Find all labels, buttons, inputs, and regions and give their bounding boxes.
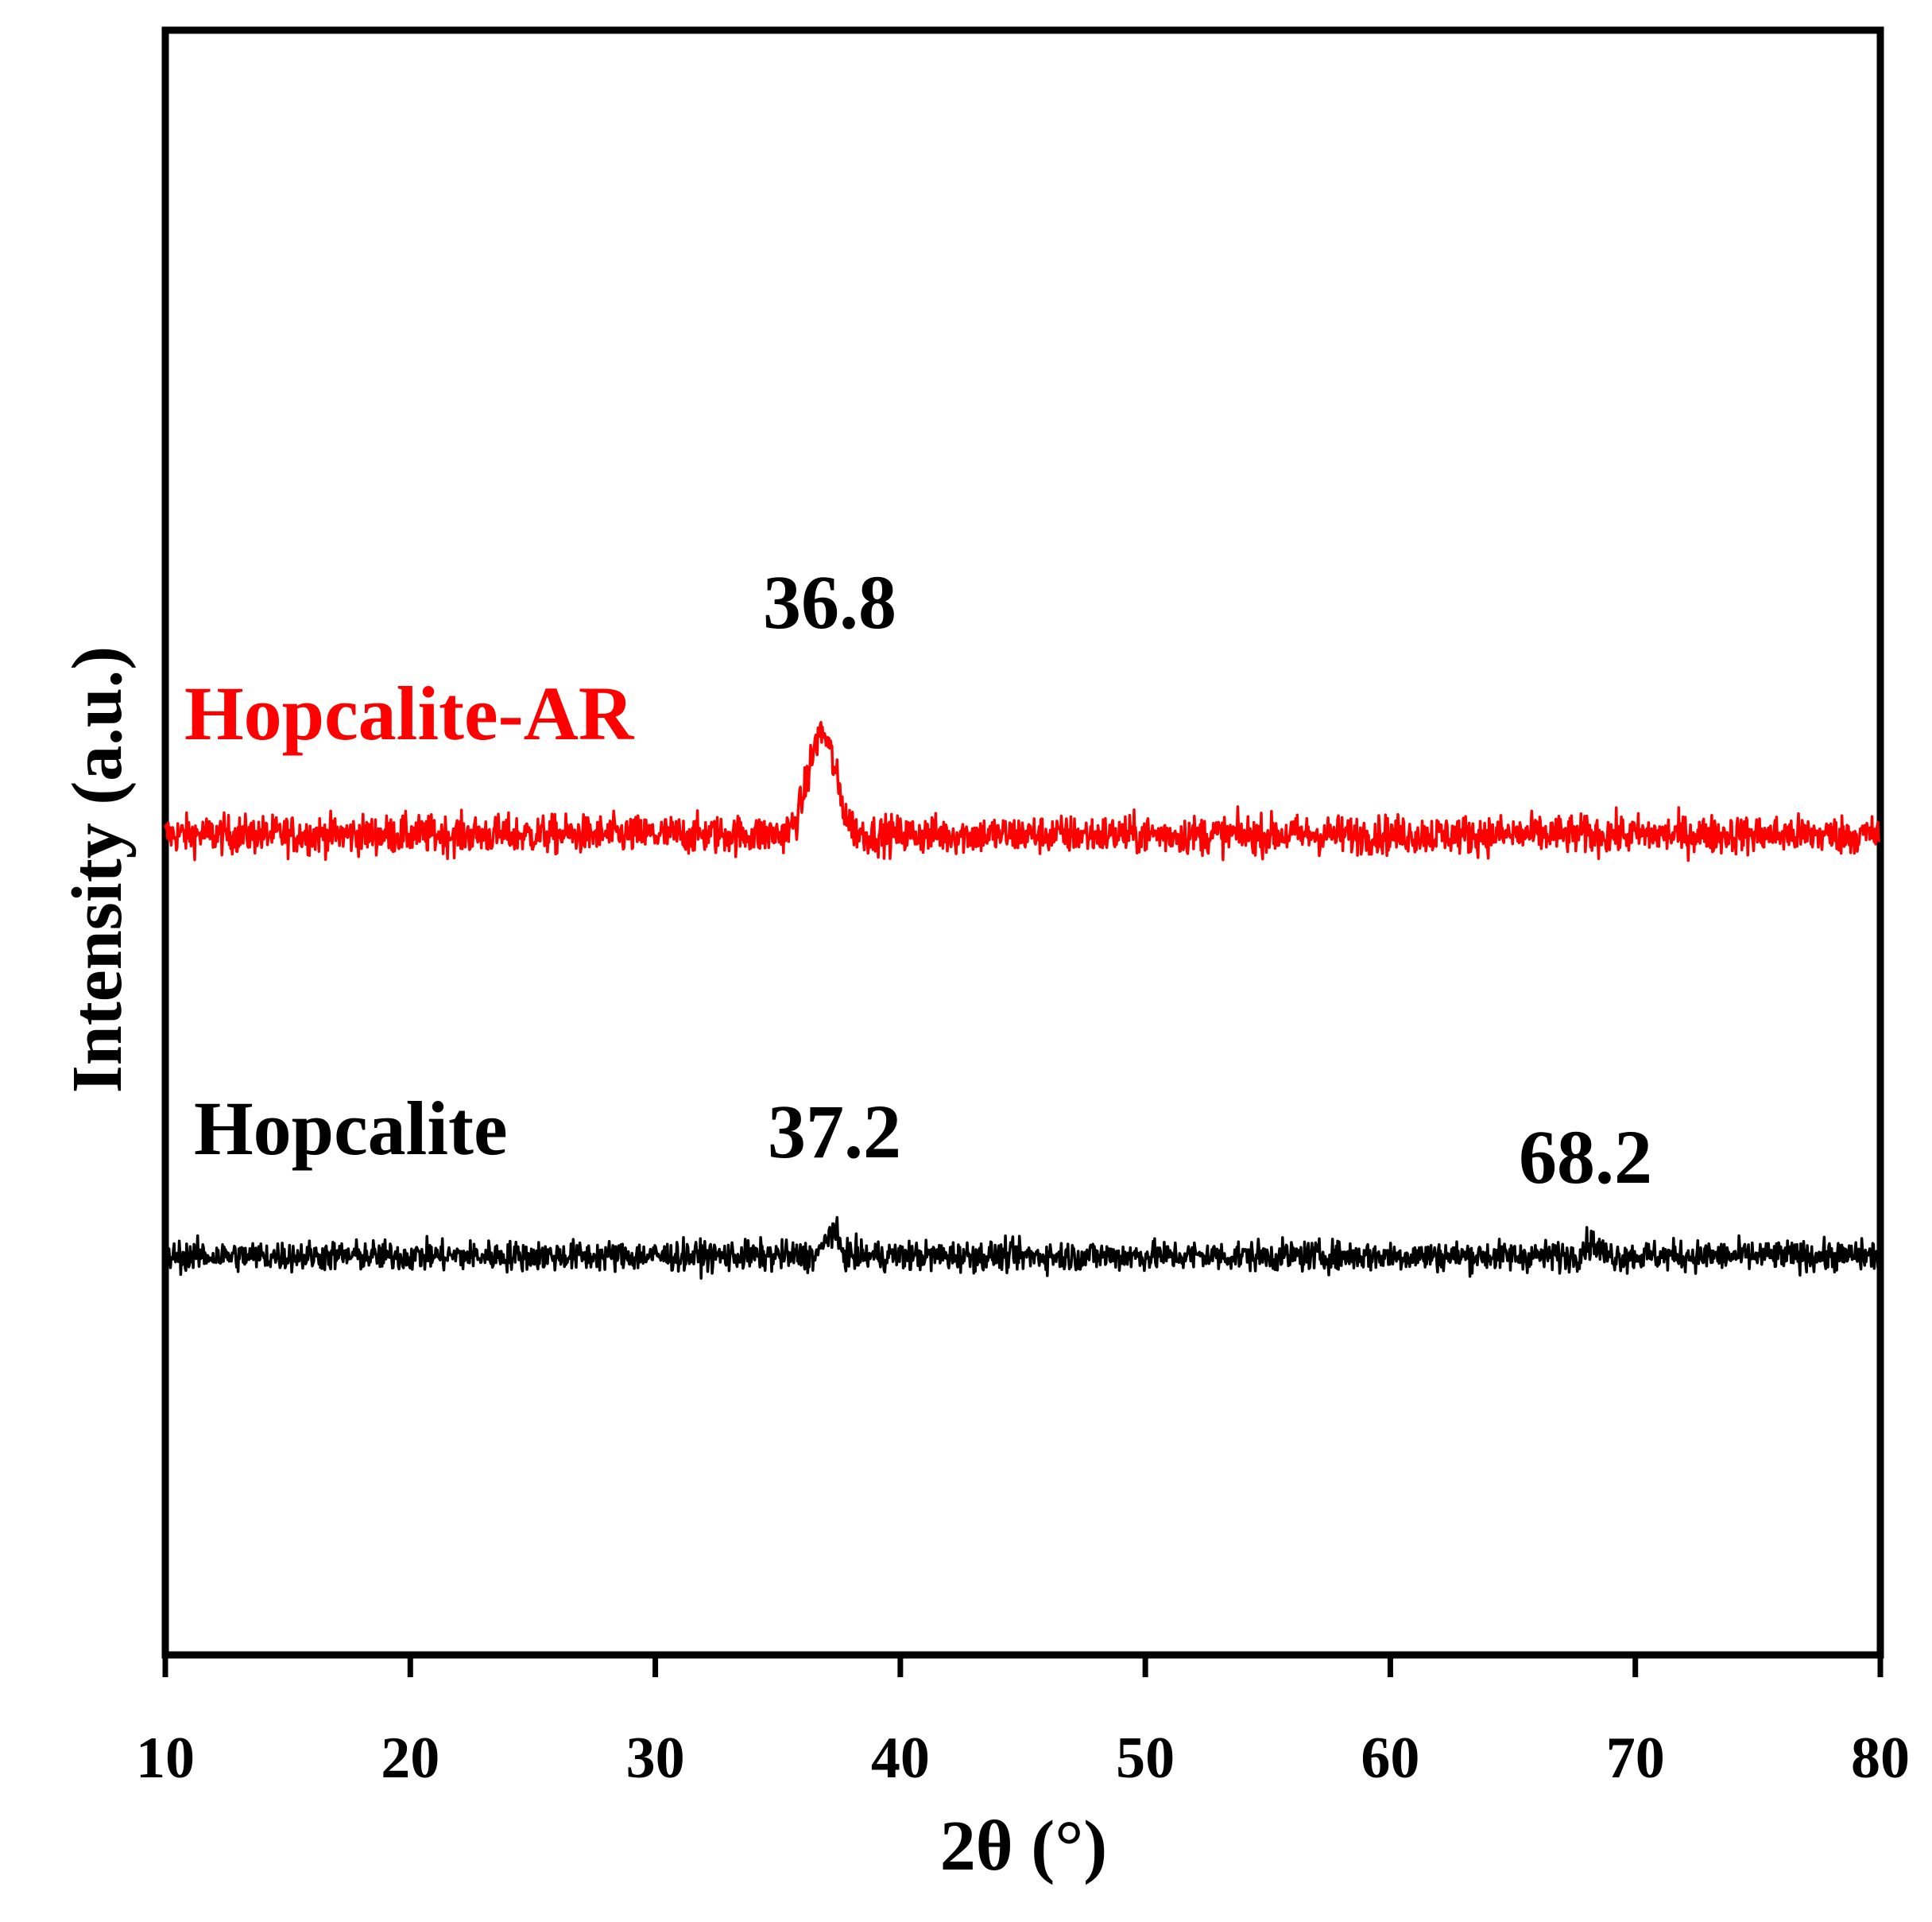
peak-label-37-2: 37.2 [768,1089,901,1174]
peak-label-68-2: 68.2 [1519,1114,1652,1199]
series-line-hopcalite-ar [164,720,1881,862]
x-tick-label: 10 [136,1726,195,1791]
plot-frame [161,26,1884,1659]
series-layer [164,720,1882,1280]
x-tick-label: 70 [1606,1726,1665,1791]
series-line-hopcalite [164,1215,1882,1280]
x-tick-label: 60 [1361,1726,1419,1791]
x-tick-label: 40 [871,1726,930,1791]
series-label-hopcalite-ar: Hopcalite-AR [184,671,635,756]
x-ticks: 10 20 30 40 50 60 70 80 [136,1655,1910,1791]
x-tick-label: 20 [381,1726,439,1791]
x-tick-label: 30 [626,1726,685,1791]
y-axis-title: Intensity (a.u.) [58,646,137,1094]
x-tick-label: 80 [1851,1726,1910,1791]
x-axis-title: 2θ (°) [940,1807,1107,1885]
peak-label-36-8: 36.8 [763,560,896,645]
x-tick-label: 50 [1116,1726,1175,1791]
series-label-hopcalite: Hopcalite [194,1086,508,1171]
